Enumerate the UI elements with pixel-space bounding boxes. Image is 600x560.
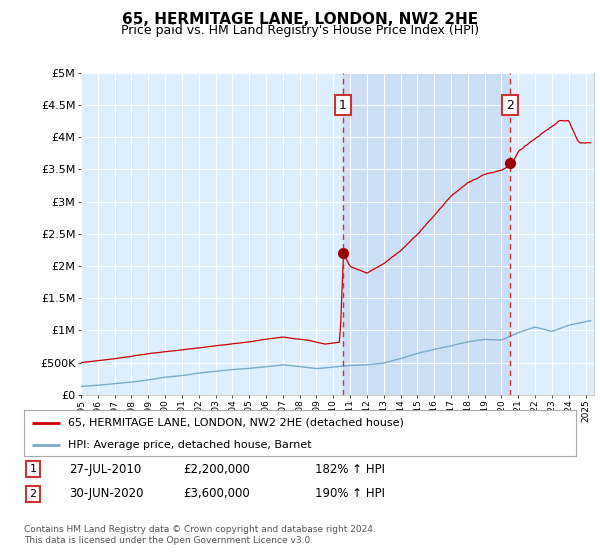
Text: £3,600,000: £3,600,000 xyxy=(183,487,250,501)
Text: 2: 2 xyxy=(29,489,37,499)
Text: 30-JUN-2020: 30-JUN-2020 xyxy=(69,487,143,501)
Text: 1: 1 xyxy=(339,99,347,111)
Bar xyxy=(343,73,510,395)
Text: 65, HERMITAGE LANE, LONDON, NW2 2HE: 65, HERMITAGE LANE, LONDON, NW2 2HE xyxy=(122,12,478,27)
Text: 190% ↑ HPI: 190% ↑ HPI xyxy=(315,487,385,501)
Text: 182% ↑ HPI: 182% ↑ HPI xyxy=(315,463,385,476)
Text: Contains HM Land Registry data © Crown copyright and database right 2024.
This d: Contains HM Land Registry data © Crown c… xyxy=(24,525,376,545)
Text: Price paid vs. HM Land Registry's House Price Index (HPI): Price paid vs. HM Land Registry's House … xyxy=(121,24,479,37)
Text: £2,200,000: £2,200,000 xyxy=(183,463,250,476)
Text: 1: 1 xyxy=(29,464,37,474)
Text: HPI: Average price, detached house, Barnet: HPI: Average price, detached house, Barn… xyxy=(68,440,312,450)
Text: 2: 2 xyxy=(506,99,514,111)
Text: 65, HERMITAGE LANE, LONDON, NW2 2HE (detached house): 65, HERMITAGE LANE, LONDON, NW2 2HE (det… xyxy=(68,418,404,428)
Text: 27-JUL-2010: 27-JUL-2010 xyxy=(69,463,141,476)
